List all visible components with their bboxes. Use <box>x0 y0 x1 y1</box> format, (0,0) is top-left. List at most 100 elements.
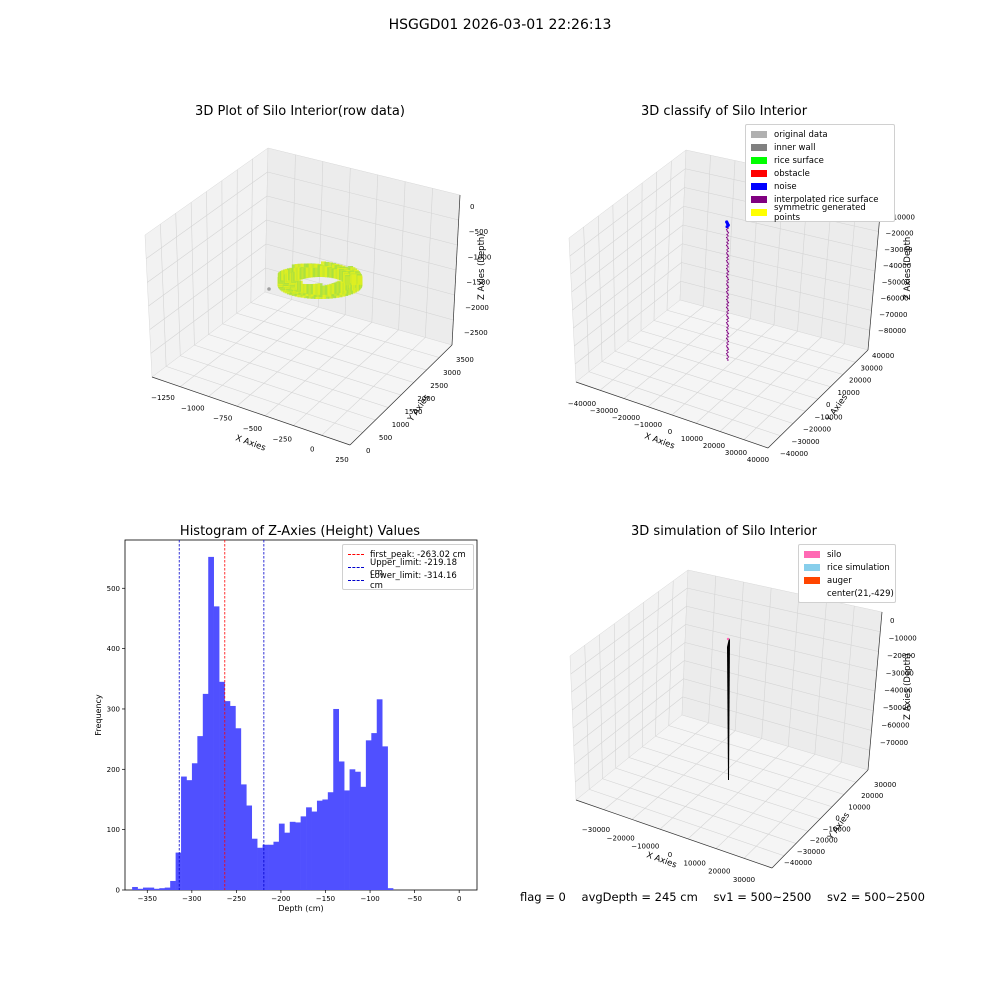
histogram-bar <box>208 556 214 890</box>
plot2-data-point <box>727 258 729 261</box>
plot1-y-tick: 1000 <box>392 421 410 429</box>
plot4-silo-column <box>727 638 730 780</box>
histogram-bar <box>365 740 372 890</box>
plot2-x-tick: 40000 <box>747 456 769 464</box>
plot2-data-point <box>727 320 729 323</box>
legend-entry-silo: silo <box>804 548 890 561</box>
plot2-data-point <box>725 267 728 270</box>
histogram-bar <box>273 841 280 890</box>
plot2-z-tick: −20000 <box>886 230 914 238</box>
histogram-bar <box>333 708 339 890</box>
plot2-data-point <box>727 250 729 253</box>
legend-entry-center: center(21,-429) <box>827 588 894 599</box>
histogram-bar <box>202 693 209 890</box>
plot4-x-tick: 20000 <box>708 868 730 876</box>
plot2-x-tick: 20000 <box>703 442 725 450</box>
plot2-data-point <box>727 281 729 284</box>
histogram-bar <box>159 888 166 890</box>
histogram-x-tick: −350 <box>138 895 157 903</box>
plot2-y-tick: 30000 <box>861 364 883 372</box>
plot2-data-point <box>726 339 729 341</box>
plot2-z-tick: −40000 <box>883 262 911 270</box>
plot2-data-point <box>727 348 730 350</box>
plot2-data-point <box>727 278 730 281</box>
histogram-bar <box>268 844 274 890</box>
histogram-bar <box>257 847 263 890</box>
plot2-data-point <box>727 304 729 307</box>
plot4-z-tick: −70000 <box>880 739 908 747</box>
plot2-y-tick: −20000 <box>803 426 831 434</box>
plot2-data-point <box>727 247 730 250</box>
histogram-x-tick: −200 <box>271 895 290 903</box>
plot1-x-tick: −250 <box>273 435 292 443</box>
plot1-y-tick: 500 <box>379 434 392 442</box>
plot4-y-tick: 10000 <box>848 803 870 811</box>
histogram-y-tick: 500 <box>107 585 120 593</box>
plot2-z-tick: −60000 <box>881 295 909 303</box>
status-sv1: sv1 = 500~2500 <box>713 890 812 904</box>
plot2-data-point <box>725 353 728 355</box>
histogram-bar <box>197 736 204 890</box>
plot2-data-point <box>727 270 730 273</box>
legend-entry-rice-simulation: rice simulation <box>804 561 890 574</box>
histogram-bar <box>219 681 225 890</box>
plot2-data-point <box>726 342 728 344</box>
histogram-bar <box>229 705 236 890</box>
plot2-x-tick: −30000 <box>590 407 618 415</box>
histogram-bar <box>284 832 291 890</box>
histogram-x-tick: −150 <box>316 895 335 903</box>
plot4-z-tick: −10000 <box>889 634 917 642</box>
plot1-y-tick: 0 <box>366 447 370 455</box>
plot2-y-tick: 0 <box>826 401 830 409</box>
histogram-x-tick: −300 <box>182 895 201 903</box>
plot1-y-tick: 2000 <box>417 395 435 403</box>
histogram-bar <box>143 887 149 890</box>
plot1-y-tick: 1500 <box>405 408 423 416</box>
plot2-z-tick: −80000 <box>878 327 906 335</box>
plot2-data-point <box>727 297 729 299</box>
plot1-title: 3D Plot of Silo Interior(row data) <box>195 104 405 119</box>
plot2-data-point <box>725 291 728 293</box>
plot2-data-point <box>726 253 729 256</box>
histogram-bar <box>278 823 285 890</box>
histogram-bar <box>306 807 312 890</box>
plot3-reference-lines <box>178 540 265 890</box>
plot1-x-tick: −500 <box>243 425 262 433</box>
plot2-data-point <box>727 255 730 257</box>
status-flag: flag = 0 <box>520 890 566 904</box>
histogram-bar <box>360 786 367 890</box>
plot2-data-point <box>726 233 728 236</box>
plot4-x-tick: −30000 <box>582 826 610 834</box>
legend-entry-rice-surface: rice surface <box>751 154 889 167</box>
plot2-data-point <box>727 309 730 312</box>
plot2-zlabel: Z Axies (Depth <box>903 237 913 300</box>
plot1-x-tick: −1250 <box>151 394 175 402</box>
histogram-x-tick: −100 <box>360 895 379 903</box>
plot2-data-point <box>725 244 728 247</box>
plot2-data-point <box>726 287 728 290</box>
plot2-data-point <box>727 289 729 292</box>
plot4-x-tick: 0 <box>668 851 672 859</box>
plot3-axes: −350 −300 −250 −200 −150 −100 −50 0 0 100 200 300 4… <box>94 539 478 913</box>
plot2-y-tick: −40000 <box>780 450 808 458</box>
plot2-data-point <box>726 284 729 287</box>
plot2-data-point <box>727 335 729 338</box>
histogram-y-tick: 100 <box>107 826 120 834</box>
plot4-y-tick: −20000 <box>810 837 838 845</box>
histogram-bar <box>371 733 378 890</box>
histogram-bar <box>289 821 296 890</box>
histogram-x-tick: −50 <box>407 895 422 903</box>
plot2-legend: original data inner wall rice surface ob… <box>745 124 895 223</box>
plot1-y-tick: 3500 <box>456 356 474 364</box>
plot2-data-point <box>726 295 728 298</box>
histogram-bar <box>164 887 171 890</box>
plot2-data-point <box>727 332 730 335</box>
legend-entry-original-data: original data <box>751 128 889 141</box>
plot2-data-point <box>726 318 728 321</box>
plot1-x-tick: 250 <box>335 456 348 464</box>
plot4-xlabel: X Axies <box>645 850 678 870</box>
plot4-y-tick: 0 <box>835 814 839 822</box>
histogram-bar <box>240 784 247 890</box>
legend-entry-first-peak: first_peak: -263.02 cm <box>348 548 468 561</box>
